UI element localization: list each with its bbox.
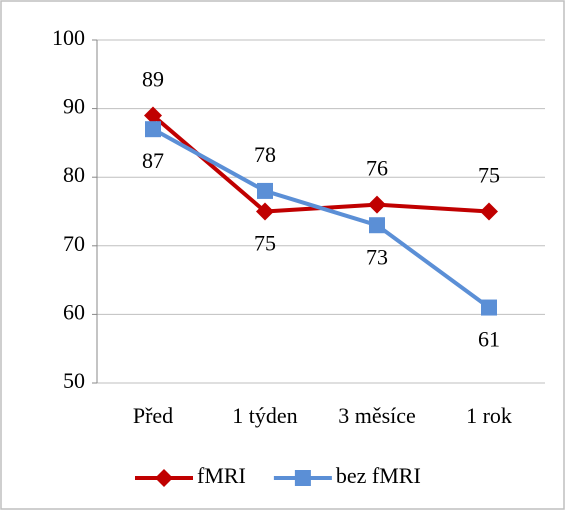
data-point [369, 217, 385, 234]
y-tick-label: 50 [63, 368, 85, 393]
data-label: 89 [142, 67, 164, 92]
x-tick-label: 1 rok [466, 403, 512, 428]
legend-label: bez fMRI [336, 463, 421, 488]
data-point [368, 195, 386, 214]
data-point [144, 106, 162, 125]
y-tick-label: 70 [63, 231, 85, 256]
data-point [145, 121, 161, 138]
x-tick-label: 1 týden [232, 403, 297, 428]
data-label: 73 [366, 244, 388, 269]
data-label: 87 [142, 148, 164, 173]
y-tick-label: 80 [63, 162, 85, 187]
legend-marker [155, 469, 173, 487]
data-label: 75 [478, 163, 500, 188]
data-label: 78 [254, 142, 276, 167]
y-tick-label: 100 [52, 25, 85, 50]
data-label: 75 [254, 231, 276, 256]
data-point [257, 182, 273, 199]
legend-label: fMRI [197, 463, 246, 488]
data-point [480, 202, 498, 221]
data-point [256, 202, 274, 221]
x-tick-label: Před [133, 403, 173, 428]
data-label: 76 [366, 156, 388, 181]
series-line [152, 127, 491, 310]
x-tick-label: 3 měsíce [338, 403, 416, 428]
y-tick-label: 90 [63, 94, 85, 119]
y-tick-label: 60 [63, 299, 85, 324]
data-point [481, 299, 497, 316]
data-label: 61 [478, 327, 500, 352]
legend-marker [294, 470, 311, 486]
